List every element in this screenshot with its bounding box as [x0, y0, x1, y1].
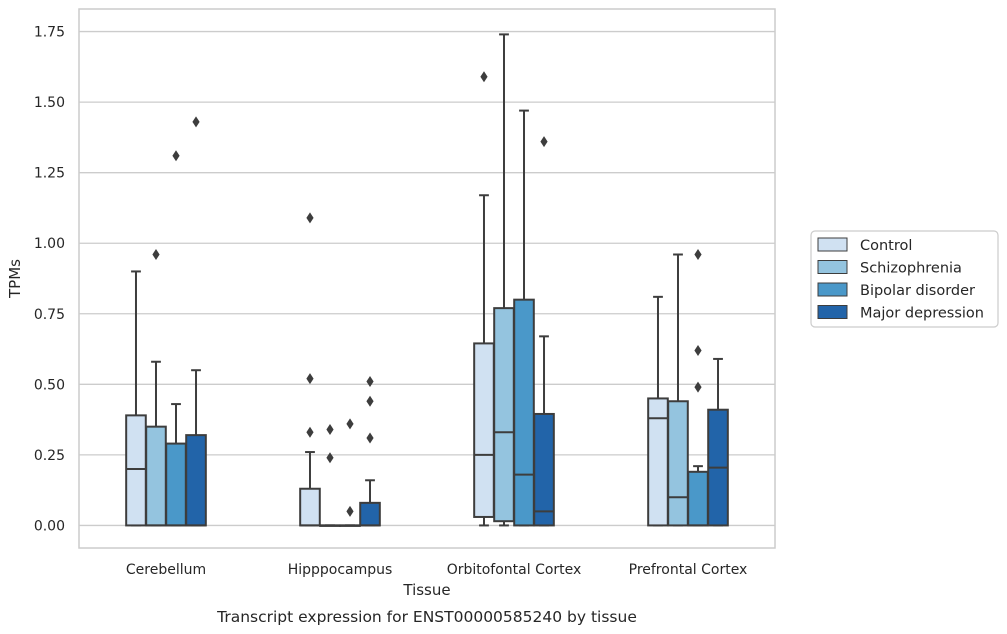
- y-tick-label: 1.75: [34, 25, 65, 41]
- outlier-point: [152, 249, 160, 261]
- chart-caption: Transcript expression for ENST0000058524…: [216, 608, 637, 626]
- x-tick-label: Prefrontal Cortex: [629, 562, 748, 578]
- legend-swatch: [817, 282, 848, 297]
- box-bipolar-disorder: [687, 249, 709, 527]
- legend-label: Schizophrenia: [860, 261, 962, 277]
- legend-label: Bipolar disorder: [860, 283, 975, 299]
- y-tick-label: 0.00: [34, 518, 65, 534]
- box-major-depression: [707, 357, 729, 527]
- outlier-point: [366, 376, 374, 388]
- box-bipolar-disorder: [165, 150, 187, 527]
- outlier-point: [326, 452, 334, 464]
- legend-swatch: [817, 260, 848, 274]
- box-schizophrenia: [667, 253, 689, 527]
- y-tick-label: 0.75: [34, 307, 65, 323]
- x-axis-title: Tissue: [402, 581, 450, 599]
- box-schizophrenia: [319, 423, 341, 527]
- box-major-depression: [359, 376, 381, 527]
- box-control: [473, 71, 495, 527]
- outlier-point: [346, 505, 354, 517]
- outlier-point: [540, 136, 548, 148]
- x-tick-label: Orbitofontal Cortex: [447, 562, 582, 578]
- plot-area: [78, 8, 776, 549]
- x-axis-ticks: Cerebellum Hipppocampus Orbitofontal Corte…: [126, 562, 747, 578]
- outlier-point: [306, 426, 314, 438]
- outlier-point: [366, 432, 374, 444]
- box-control: [125, 270, 147, 527]
- legend: Control Schizophrenia Bipolar disorder Majo…: [810, 230, 999, 328]
- outlier-point: [694, 344, 702, 356]
- box-schizophrenia: [145, 249, 167, 527]
- y-tick-label: 1.25: [34, 166, 65, 182]
- x-tick-label: Hipppocampus: [288, 562, 393, 578]
- box-body: [185, 434, 207, 527]
- outlier-point: [192, 116, 200, 128]
- box-body: [667, 400, 689, 527]
- outlier-point: [172, 150, 180, 162]
- box-control: [647, 295, 669, 527]
- box-major-depression: [533, 136, 555, 527]
- box-body: [533, 412, 555, 527]
- outlier-point: [346, 418, 354, 430]
- y-tick-label: 0.25: [34, 448, 65, 464]
- y-axis-title: TPMs: [6, 259, 24, 299]
- y-axis-ticks: 0.00 0.25 0.50 0.75 1.00 1.25 1.50 1.75: [34, 25, 65, 535]
- box-schizophrenia: [493, 33, 515, 527]
- box-body: [165, 442, 187, 527]
- box-body: [359, 501, 381, 527]
- outlier-point: [694, 249, 702, 261]
- legend-frame: [810, 230, 999, 328]
- box-major-depression: [185, 116, 207, 527]
- boxes: [125, 33, 729, 527]
- box-body: [687, 470, 709, 527]
- outlier-point: [480, 71, 488, 83]
- box-body: [145, 425, 167, 527]
- outlier-point: [326, 423, 334, 435]
- box-control: [299, 212, 321, 527]
- outlier-point: [366, 395, 374, 407]
- box-body: [473, 342, 495, 518]
- y-tick-label: 1.00: [34, 236, 65, 252]
- y-tick-label: 0.50: [34, 377, 65, 393]
- y-tick-label: 1.50: [34, 95, 65, 111]
- x-tick-label: Cerebellum: [126, 562, 206, 578]
- box-bipolar-disorder: [513, 109, 535, 527]
- box-body: [125, 414, 147, 527]
- box-body: [513, 298, 535, 527]
- legend-label: Major depression: [860, 306, 984, 322]
- legend-swatch: [817, 305, 848, 319]
- legend-label: Control: [860, 238, 912, 254]
- outlier-point: [306, 212, 314, 224]
- box-body: [299, 487, 321, 527]
- box-body: [493, 307, 515, 523]
- box-bipolar-disorder: [339, 418, 361, 527]
- outlier-point: [306, 373, 314, 385]
- legend-swatch: [817, 237, 848, 252]
- outlier-point: [694, 381, 702, 393]
